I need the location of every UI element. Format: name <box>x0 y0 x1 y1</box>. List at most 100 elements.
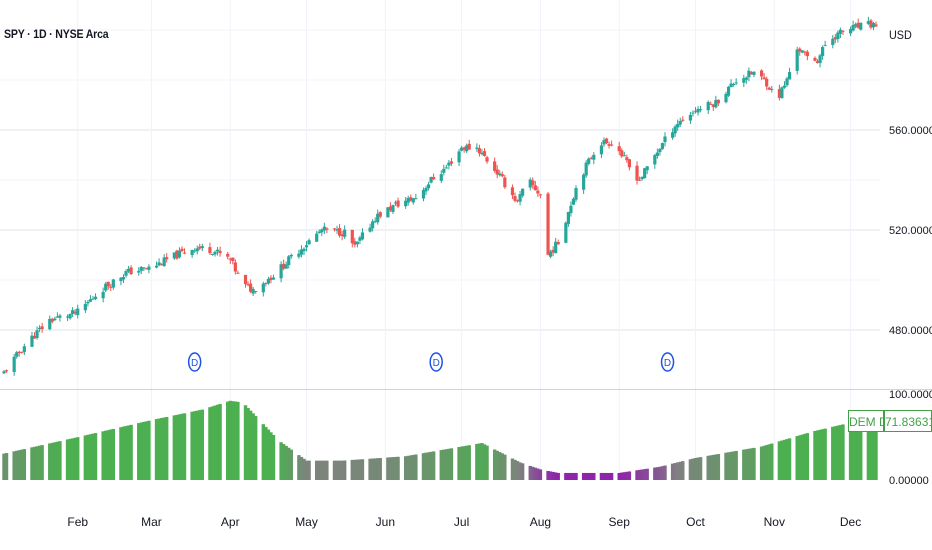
histogram-bar <box>729 451 733 480</box>
histogram-bar <box>213 405 217 480</box>
candle-body <box>208 247 212 254</box>
histogram-bar <box>798 435 802 480</box>
candle-body <box>322 226 326 231</box>
candle-body <box>831 38 835 45</box>
candle-body <box>304 245 309 248</box>
histogram-bar <box>426 452 431 480</box>
candle-body <box>376 213 380 223</box>
dividend-marker-label: D <box>433 358 440 369</box>
histogram-bar <box>236 401 240 480</box>
time-axis-tick-label: Oct <box>686 515 705 529</box>
candle-body <box>627 159 631 168</box>
candle-body <box>866 21 870 24</box>
histogram-bar <box>360 459 365 480</box>
histogram-bar <box>172 415 177 480</box>
histogram-bar <box>556 472 560 480</box>
histogram-bar <box>592 472 596 480</box>
candle-body <box>823 45 827 47</box>
candle-body <box>645 166 649 171</box>
time-axis-tick-label: Feb <box>67 515 88 529</box>
histogram-bar <box>670 463 675 480</box>
candle-body <box>859 22 863 30</box>
candle-body <box>53 318 57 321</box>
candle-body <box>154 265 159 268</box>
candle-body <box>851 25 855 31</box>
candle-body <box>297 253 301 257</box>
histogram-bar <box>358 459 362 480</box>
histogram-bar <box>322 460 327 480</box>
histogram-bar <box>391 457 395 480</box>
histogram-bar <box>337 460 342 480</box>
histogram-bar <box>874 416 878 480</box>
histogram-bar <box>342 460 347 480</box>
price-axis-tick-label: 520.00000 <box>889 225 932 237</box>
candle-body <box>165 257 169 260</box>
candle-body <box>335 229 339 231</box>
histogram-bar <box>233 401 238 480</box>
candle-body <box>762 77 766 80</box>
candle-body <box>546 193 550 255</box>
histogram-bar <box>531 466 535 480</box>
candle-body <box>637 179 642 181</box>
time-axis-tick-label: Aug <box>530 515 551 529</box>
candle-body <box>231 257 235 262</box>
histogram-bar <box>279 442 283 480</box>
histogram-bar <box>780 440 784 480</box>
candle-body <box>480 152 484 155</box>
histogram-bar <box>109 429 113 480</box>
candle-body <box>475 147 479 149</box>
candle-body <box>658 148 662 153</box>
candle-body <box>643 168 647 179</box>
candle-body <box>93 296 98 300</box>
candle-body <box>513 196 517 201</box>
histogram-bar <box>192 411 197 480</box>
histogram-bar <box>35 446 39 480</box>
histogram-bar <box>617 472 621 480</box>
candle-body <box>388 206 393 211</box>
candle-body <box>856 22 860 28</box>
dividend-marker: D <box>187 352 202 372</box>
candle-body <box>610 144 614 146</box>
histogram-bar <box>678 461 682 480</box>
histogram-bar <box>144 421 149 480</box>
indicator-value-badge: 71.83631 <box>884 410 932 432</box>
histogram-bar <box>121 426 126 480</box>
candle-body <box>246 284 250 286</box>
candle-body <box>800 50 804 53</box>
histogram-bar <box>325 460 329 480</box>
candle-body <box>76 308 80 316</box>
histogram-bar <box>93 433 98 480</box>
candle-body <box>477 148 482 154</box>
candle-body <box>742 78 746 83</box>
candle-body <box>20 351 24 353</box>
histogram-bar <box>353 459 357 480</box>
candle-body <box>785 78 789 86</box>
candle-body <box>747 70 751 78</box>
histogram-bar <box>103 430 108 480</box>
histogram-bar <box>706 455 710 480</box>
candle-body <box>195 248 199 252</box>
histogram-bar <box>409 455 413 480</box>
candle-body <box>109 286 113 288</box>
candle-body <box>724 93 728 103</box>
candle-body <box>767 87 771 90</box>
histogram-bar <box>693 458 698 480</box>
candle-body <box>635 165 639 181</box>
candle-body <box>15 352 19 357</box>
histogram-bar <box>429 451 433 480</box>
candle-body <box>236 272 240 274</box>
histogram-bar <box>126 425 131 480</box>
candle-body <box>444 167 448 169</box>
candle-body <box>279 264 283 279</box>
histogram-bar <box>198 410 202 480</box>
candle-body <box>569 205 573 214</box>
candle-body <box>510 187 515 196</box>
histogram-bar <box>691 458 695 480</box>
candle-body <box>215 249 220 252</box>
histogram-bar <box>515 461 520 480</box>
histogram-bar <box>480 443 484 480</box>
candle-body <box>289 254 293 257</box>
candle-body <box>528 179 532 188</box>
currency-label: USD <box>889 28 912 42</box>
